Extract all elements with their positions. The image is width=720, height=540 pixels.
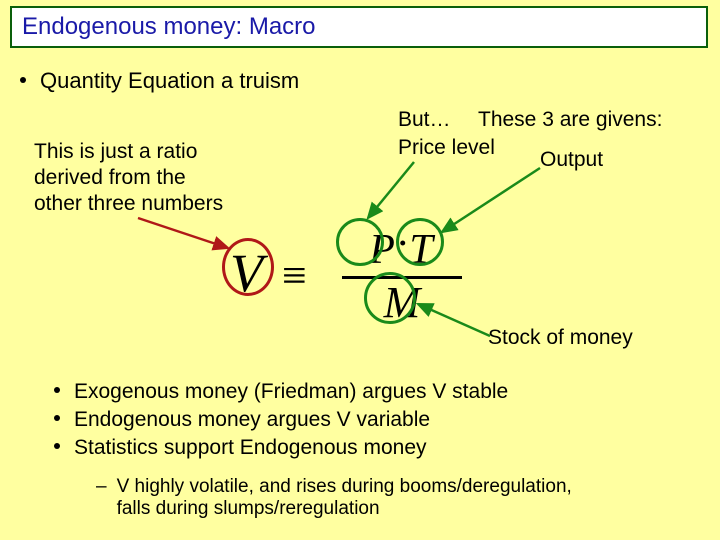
left-note-line2: derived from the xyxy=(34,166,186,190)
left-note-line1: This is just a ratio xyxy=(34,140,197,164)
left-note-line3: other three numbers xyxy=(34,192,223,216)
title-box: Endogenous money: Macro xyxy=(10,6,708,48)
right-note-givens: These 3 are givens: xyxy=(478,108,662,132)
sub-bullet: –V highly volatile, and rises during boo… xyxy=(96,476,572,520)
eq-identity-sign: ≡ xyxy=(282,250,307,301)
circle-p xyxy=(336,218,384,266)
bottom-bullet-list: Exogenous money (Friedman) argues V stab… xyxy=(54,380,508,464)
circle-m xyxy=(364,272,416,324)
bullet-quantity-equation: Quantity Equation a truism xyxy=(20,68,299,94)
sub-bullet-line1: V highly volatile, and rises during boom… xyxy=(117,476,572,497)
bullet-dot-icon xyxy=(54,387,60,393)
bullet1-text: Quantity Equation a truism xyxy=(40,68,299,93)
arrow-price xyxy=(368,162,414,218)
bottom-bullet-3: Statistics support Endogenous money xyxy=(54,436,508,460)
bullet-dot-icon xyxy=(54,415,60,421)
label-price-level: Price level xyxy=(398,136,495,160)
bottom-bullet-2: Endogenous money argues V variable xyxy=(54,408,508,432)
arrow-v xyxy=(138,218,228,248)
label-output: Output xyxy=(540,148,603,172)
right-note-but: But… xyxy=(398,108,451,132)
bullet-dot-icon xyxy=(20,77,26,83)
bottom-bullet-1: Exogenous money (Friedman) argues V stab… xyxy=(54,380,508,404)
sub-dash-icon: – xyxy=(96,476,107,497)
circle-v xyxy=(222,238,274,296)
bullet-dot-icon xyxy=(54,443,60,449)
label-stock-of-money: Stock of money xyxy=(488,326,633,350)
sub-bullet-line2: falls during slumps/reregulation xyxy=(117,498,380,519)
circle-t xyxy=(396,218,444,266)
title-text: Endogenous money: Macro xyxy=(22,13,316,41)
